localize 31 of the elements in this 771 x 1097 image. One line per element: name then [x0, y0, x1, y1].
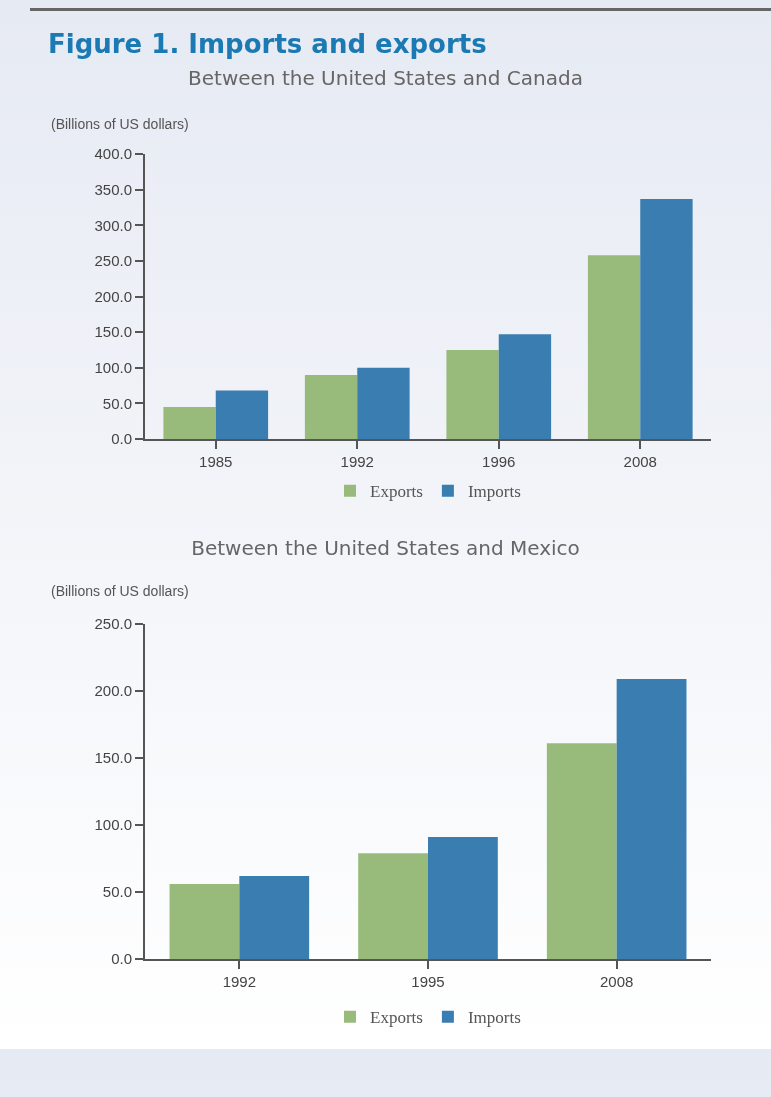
caption: Figure 1. Imports and exports: [48, 29, 488, 59]
legend-label: Imports: [467, 482, 521, 502]
y-tick-label: 250.0: [94, 615, 132, 633]
chart-title: Between the United States and Mexico: [191, 536, 580, 560]
x-tick-label: 2008: [623, 453, 657, 470]
y-tick-label: 100.0: [94, 359, 132, 376]
y-tick-label: 150.0: [94, 323, 132, 341]
y-tick-label: 50.0: [102, 394, 132, 412]
legend-label: Exports: [370, 482, 423, 502]
y-tick-label: 200.0: [94, 682, 132, 700]
x-tick-label: 1992: [340, 453, 374, 470]
x-tick-label: 2008: [599, 973, 634, 990]
y-axis-title: (Billions of US dollars): [51, 116, 189, 132]
y-tick-label: 50.0: [102, 883, 132, 901]
y-tick-label: 150.0: [94, 749, 132, 767]
y-tick-label: 350.0: [94, 180, 132, 198]
y-tick-label: 250.0: [94, 252, 132, 270]
x-tick-label: 1992: [222, 973, 257, 990]
y-tick-label: 0.0: [111, 950, 132, 968]
legend-label: Exports: [370, 1008, 423, 1028]
y-tick-label: 400.0: [94, 145, 132, 163]
chart-title: Between the United States and Canada: [188, 66, 583, 90]
y-tick-label: 100.0: [94, 816, 132, 834]
y-tick-label: 0.0: [111, 430, 132, 448]
x-tick-label: 1996: [482, 453, 516, 470]
y-tick-label: 200.0: [94, 287, 132, 305]
legend-label: Imports: [467, 1008, 521, 1028]
x-tick-label: 1995: [411, 973, 445, 990]
y-axis-title: (Billions of US dollars): [51, 583, 189, 599]
y-tick-label: 300.0: [94, 216, 132, 234]
x-tick-label: 1985: [199, 453, 233, 470]
